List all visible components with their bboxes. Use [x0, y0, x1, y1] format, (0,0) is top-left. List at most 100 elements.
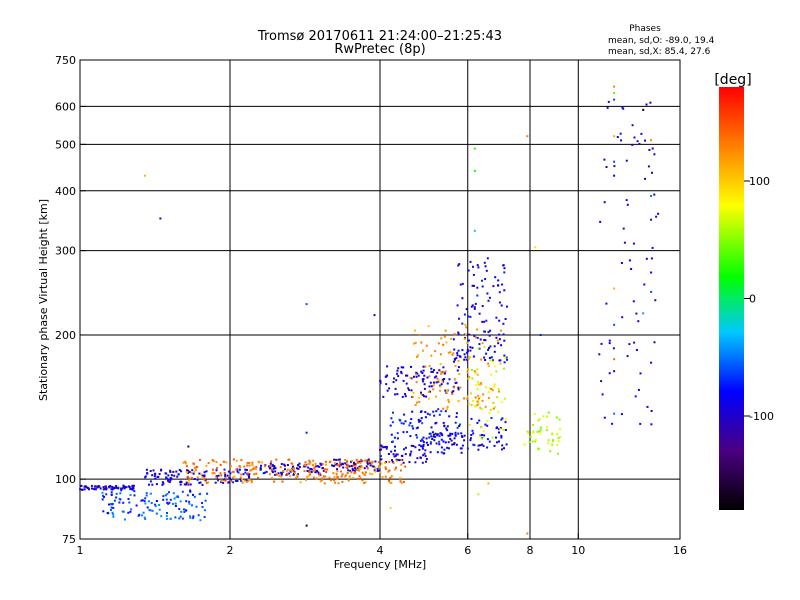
data-point [234, 480, 237, 482]
data-point [289, 475, 292, 478]
data-point [487, 299, 490, 302]
data-point [282, 470, 285, 473]
data-point [466, 351, 468, 354]
data-point [182, 461, 185, 464]
data-point [471, 429, 474, 432]
data-point [275, 473, 278, 476]
data-point [280, 473, 283, 476]
data-point [466, 342, 469, 344]
data-point [455, 357, 458, 360]
data-point [651, 171, 653, 174]
data-point [310, 468, 313, 471]
data-point [230, 465, 232, 468]
data-point [245, 480, 248, 483]
data-point [181, 490, 184, 493]
data-point [318, 465, 321, 468]
data-point [559, 427, 561, 430]
data-point [447, 401, 450, 403]
data-point [453, 443, 455, 446]
data-point [79, 488, 82, 491]
data-point [428, 365, 431, 367]
data-point [167, 474, 170, 477]
data-point [263, 471, 266, 474]
data-point [413, 329, 416, 332]
data-point [650, 139, 653, 142]
data-point [253, 473, 256, 476]
data-point [361, 479, 364, 482]
data-point [476, 294, 479, 297]
data-point [504, 421, 507, 424]
data-point [470, 404, 473, 406]
data-point [613, 92, 616, 94]
data-point [502, 264, 505, 267]
data-point [486, 292, 489, 295]
data-point [494, 365, 497, 368]
data-point [252, 466, 255, 469]
y-tick-label: 300 [55, 245, 76, 258]
data-point [185, 500, 188, 503]
data-point [425, 458, 428, 460]
data-point [449, 437, 452, 440]
data-point [477, 347, 480, 350]
data-point [167, 479, 169, 482]
data-point [416, 436, 419, 439]
data-point [286, 464, 289, 466]
data-point [131, 485, 134, 487]
data-point [414, 461, 417, 464]
data-point [469, 260, 472, 263]
data-point [385, 447, 388, 450]
data-point [172, 492, 175, 495]
data-point [401, 395, 404, 398]
data-point [463, 358, 466, 361]
data-point [478, 419, 481, 422]
data-point [227, 481, 230, 484]
data-point [398, 459, 401, 462]
data-point [158, 473, 161, 475]
data-point [411, 395, 414, 398]
data-point [535, 439, 537, 441]
data-point [357, 477, 360, 480]
data-point [486, 438, 489, 441]
data-point [296, 467, 298, 470]
data-point [396, 453, 399, 456]
data-point [410, 444, 413, 447]
data-point [392, 381, 395, 384]
data-point [434, 422, 437, 425]
data-point [230, 478, 233, 481]
data-point [303, 470, 306, 473]
data-point [501, 444, 504, 447]
data-point [440, 410, 443, 413]
data-point [188, 471, 191, 473]
data-point [135, 504, 138, 507]
data-point [484, 405, 487, 408]
data-point [144, 502, 147, 505]
data-point [115, 496, 118, 499]
data-point [219, 463, 222, 466]
data-point [414, 404, 417, 406]
data-point [485, 386, 487, 389]
data-point [117, 486, 120, 489]
data-point [393, 436, 396, 439]
data-point [451, 443, 454, 446]
data-point [92, 488, 95, 491]
data-point [487, 396, 490, 399]
data-point [485, 319, 488, 322]
data-point [451, 393, 454, 396]
data-point [281, 480, 284, 483]
data-point [137, 514, 140, 517]
data-point [600, 342, 603, 345]
data-point [192, 472, 195, 475]
data-point [639, 422, 642, 425]
data-point [207, 462, 210, 465]
data-point [192, 515, 195, 518]
data-point [336, 477, 339, 480]
data-point [365, 459, 368, 462]
data-point [496, 426, 499, 429]
data-point [185, 465, 188, 468]
data-point [473, 307, 476, 310]
data-point [332, 472, 335, 475]
data-point [307, 462, 310, 465]
data-point [646, 405, 649, 408]
data-point [377, 469, 380, 472]
